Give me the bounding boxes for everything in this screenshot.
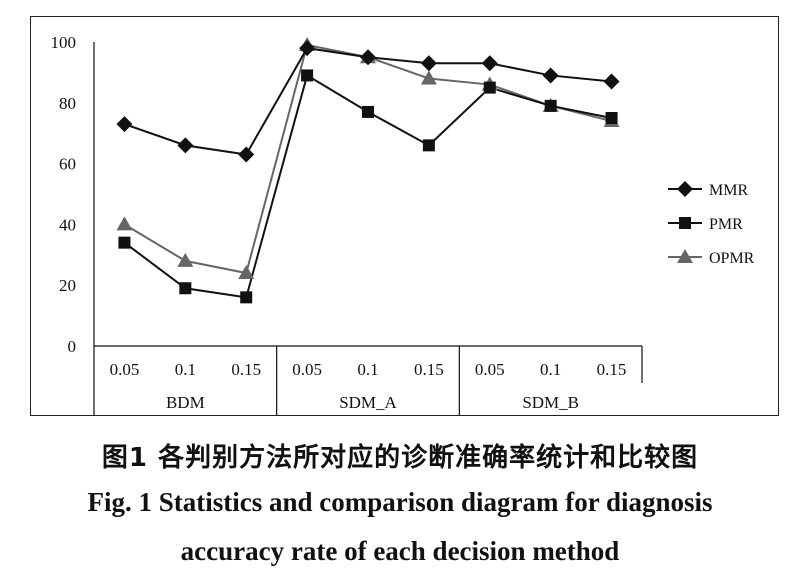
data-point-pmr: [118, 236, 131, 249]
chart-frame: [30, 16, 779, 416]
data-point-mmr: [360, 49, 376, 66]
x-group-label: SDM_A: [339, 393, 397, 412]
legend-label-opmr: OPMR: [709, 250, 755, 267]
data-point-mmr: [299, 40, 316, 57]
data-point-pmr: [362, 105, 374, 118]
data-point-mmr: [177, 137, 194, 154]
data-point-pmr: [544, 99, 557, 112]
y-tick-label: 20: [59, 276, 76, 295]
data-point-pmr: [605, 112, 618, 124]
data-point-opmr: [238, 265, 255, 280]
chart: 0 20 40 60 80 100 0.05 0.1 0.15 BDM 0.05 0.1 0.15 SDM…: [51, 33, 755, 416]
x-tick-label: 0.05: [292, 360, 322, 379]
legend-marker-pmr: [679, 217, 691, 229]
data-point-mmr: [542, 67, 559, 84]
figure-caption-english-line1: Fig. 1 Statistics and comparison diagram…: [87, 487, 713, 517]
data-point-mmr: [238, 146, 255, 163]
data-point-pmr: [483, 81, 496, 94]
x-tick-label: 0.05: [475, 360, 505, 379]
data-point-opmr: [116, 216, 133, 231]
y-tick-label: 60: [59, 155, 76, 174]
data-point-pmr: [179, 282, 192, 295]
data-point-opmr: [177, 252, 194, 267]
legend: MMR PMR OPMR: [668, 181, 755, 267]
series-lines: [123, 43, 612, 299]
data-point-mmr: [603, 73, 620, 90]
x-tick-label: 0.1: [175, 360, 196, 379]
y-tick-label: 0: [68, 337, 77, 356]
data-point-mmr: [481, 55, 498, 72]
x-group-label: BDM: [166, 393, 205, 412]
data-point-pmr: [422, 139, 435, 152]
figure-caption-english-line2: accuracy rate of each decision method: [180, 536, 620, 566]
x-tick-label: 0.1: [540, 360, 561, 379]
y-tick-label: 80: [59, 94, 76, 113]
x-tick-label: 0.05: [110, 360, 140, 379]
legend-label-pmr: PMR: [709, 216, 743, 233]
series-markers: [116, 37, 620, 304]
data-point-pmr: [301, 69, 314, 82]
legend-label-mmr: MMR: [709, 182, 748, 199]
x-tick-label: 0.15: [414, 360, 444, 379]
y-tick-label: 100: [51, 33, 77, 52]
data-point-mmr: [116, 116, 133, 133]
data-point-pmr: [240, 291, 253, 304]
legend-marker-opmr: [677, 249, 693, 263]
x-group-label: SDM_B: [522, 393, 579, 412]
legend-marker-mmr: [677, 181, 693, 197]
data-point-opmr: [420, 70, 437, 85]
series-line-opmr: [123, 43, 612, 275]
figure-caption-chinese: 图1 各判别方法所对应的诊断准确率统计和比较图: [101, 443, 699, 473]
axes: 0 20 40 60 80 100 0.05 0.1 0.15 BDM 0.05 0.1 0.15 SDM…: [51, 33, 643, 416]
x-tick-label: 0.15: [231, 360, 261, 379]
x-tick-label: 0.1: [357, 360, 378, 379]
data-point-mmr: [420, 55, 437, 72]
x-tick-label: 0.15: [597, 360, 627, 379]
y-tick-label: 40: [59, 215, 76, 234]
